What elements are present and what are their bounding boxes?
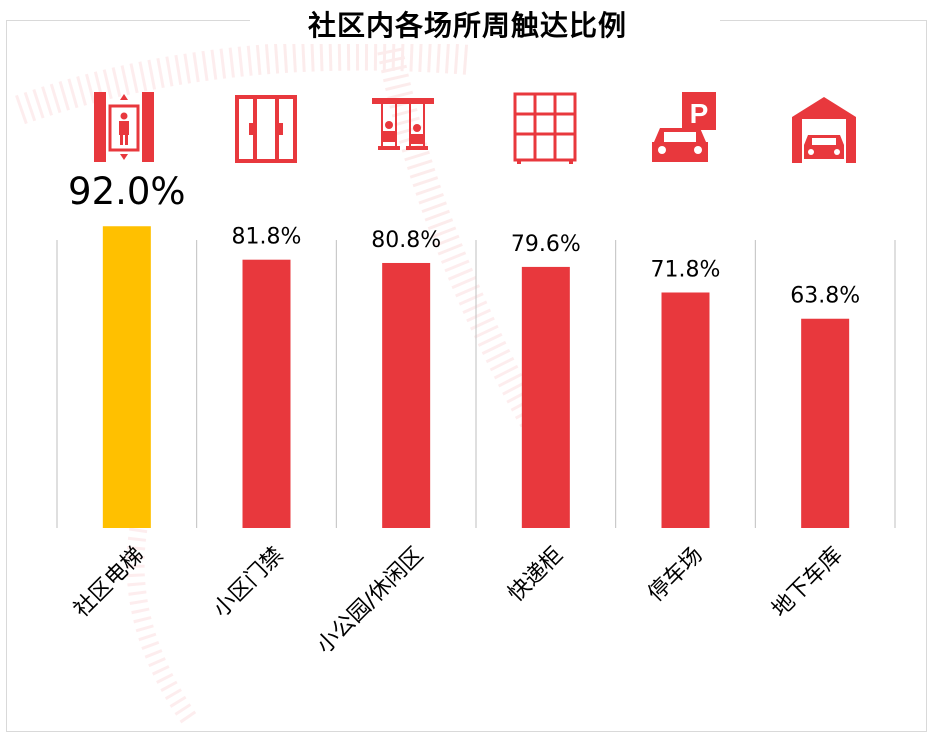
gate-icon <box>235 95 297 163</box>
elevator-icon <box>94 92 154 162</box>
locker-icon <box>513 92 577 164</box>
bar <box>801 318 850 528</box>
swing-icon <box>372 98 434 150</box>
category-labels-group: 社区电梯 小区门禁 小公园/休闲区 快递柜 停车场 地下车库 <box>69 543 847 659</box>
parking-icon: P <box>652 92 716 162</box>
value-label: 71.8% <box>651 257 721 282</box>
category-label: 小公园/休闲区 <box>312 543 428 659</box>
category-separators <box>56 240 896 528</box>
bars-group <box>102 226 850 529</box>
bar <box>382 262 431 528</box>
bar <box>102 226 151 529</box>
background-decoration <box>15 40 572 726</box>
bar <box>521 266 570 528</box>
chart-title: 社区内各场所周触达比例 <box>307 9 627 42</box>
bar <box>661 292 710 528</box>
value-label: 81.8% <box>232 225 302 250</box>
value-label: 80.8% <box>371 228 441 253</box>
category-label: 地下车库 <box>767 543 847 623</box>
value-label: 63.8% <box>790 284 860 309</box>
value-label: 79.6% <box>511 232 581 257</box>
value-labels-group: 92.0% 81.8% 80.8% 79.6% 71.8% 63.8% <box>68 170 860 308</box>
category-label: 小区门禁 <box>209 543 289 623</box>
value-label: 92.0% <box>68 170 186 213</box>
bar <box>242 259 291 528</box>
category-label: 停车场 <box>643 543 707 607</box>
category-label: 快递柜 <box>504 543 568 607</box>
svg-text:P: P <box>690 98 709 129</box>
title-background <box>250 2 720 44</box>
garage-icon <box>792 97 856 163</box>
